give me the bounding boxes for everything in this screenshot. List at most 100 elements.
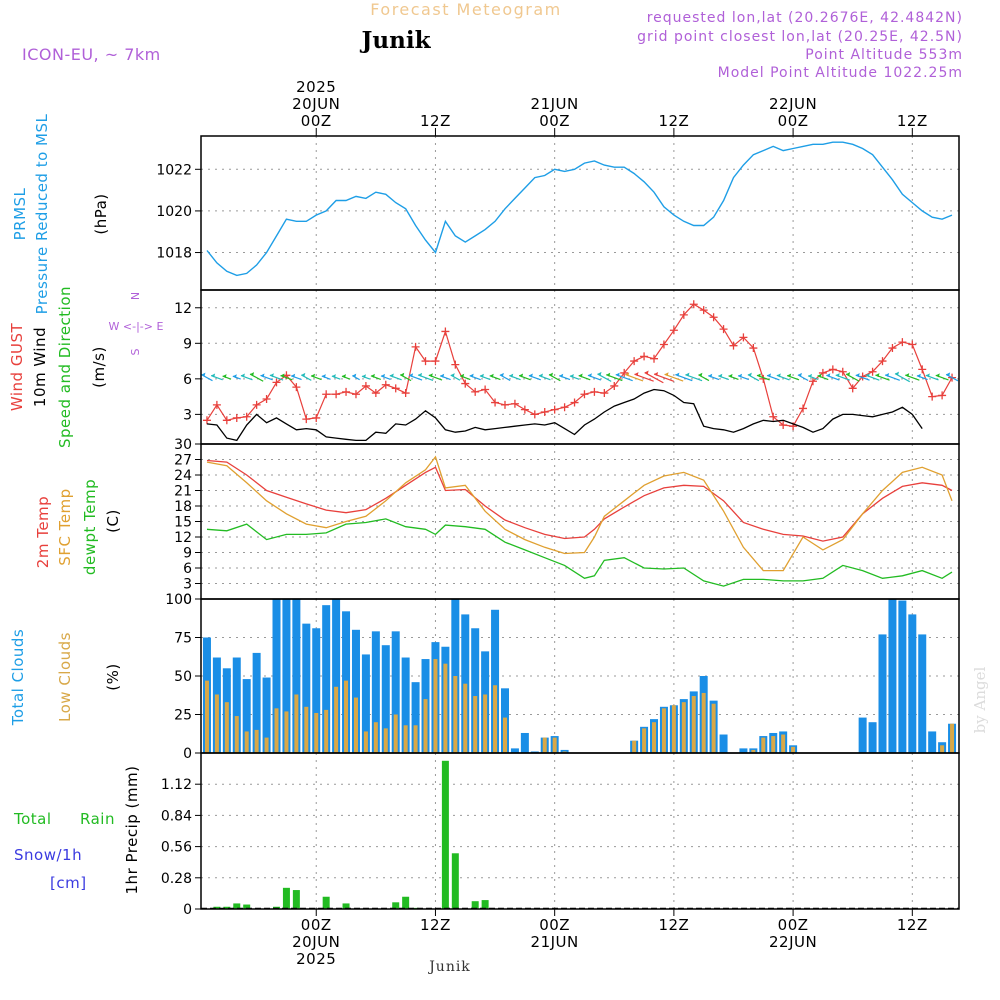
low-cloud-bar <box>661 708 666 753</box>
gust-marker <box>302 415 311 424</box>
rain-bar <box>481 900 489 909</box>
wind-arrowhead <box>509 373 514 378</box>
low-cloud-bar <box>681 702 686 753</box>
gust-marker <box>421 357 430 366</box>
gust-marker <box>272 378 281 387</box>
wind-arrowhead <box>280 373 285 378</box>
wind-arrowhead <box>499 372 504 377</box>
low-cloud-bar <box>502 717 507 753</box>
temp-labels: 2m Temp SFC Temp dewpt Temp (C) <box>34 479 122 575</box>
low-cloud-bar <box>244 731 249 753</box>
wind-arrowhead <box>311 373 316 378</box>
gust-marker <box>332 390 341 399</box>
rain-bar <box>342 903 350 909</box>
wind-gust-label: Wind GUST <box>8 323 26 412</box>
gust-marker <box>441 327 450 336</box>
panels: 1018102010223691203691215182124273002550… <box>156 135 960 918</box>
wind-speed-dir-label: Speed and Direction <box>56 286 74 448</box>
gust-marker <box>600 389 609 398</box>
top-time-label: 12Z <box>658 112 689 130</box>
wind-arrowhead <box>885 372 890 377</box>
wind-arrowhead <box>634 372 639 377</box>
footer-location: Junik <box>427 959 471 975</box>
wind-arrowhead <box>905 373 910 378</box>
wind-arrowhead <box>644 370 649 375</box>
low-cloud-bar <box>234 716 239 753</box>
y-tick-label: 0.28 <box>161 871 192 887</box>
wind-arrowhead <box>460 373 465 378</box>
total-cloud-bar <box>322 605 331 753</box>
wind-arrowhead <box>797 372 802 377</box>
total-cloud-bar <box>401 657 410 753</box>
wind-arrowhead <box>826 373 831 378</box>
gust-marker <box>312 413 321 422</box>
total-cloud-bar <box>371 631 380 753</box>
gust-marker <box>342 387 351 396</box>
low-cloud-bar <box>463 683 468 753</box>
wind-arrowhead <box>916 373 921 378</box>
gust-marker <box>500 400 509 409</box>
gust-marker <box>471 387 480 396</box>
wind-arrow <box>644 372 664 384</box>
gust-marker <box>431 357 440 366</box>
rain-bar <box>282 887 290 909</box>
wind-arrowhead <box>808 373 813 378</box>
wind-arrowhead <box>380 373 385 378</box>
wind-arrowhead <box>935 373 940 378</box>
wind-arrowhead <box>654 372 659 377</box>
wind-arrowhead <box>428 373 433 378</box>
wind-arrowhead <box>718 373 723 378</box>
top-time-label: 22JUN <box>769 95 817 113</box>
low-cloud-bar <box>791 746 796 753</box>
low-cloud-bar <box>344 680 349 753</box>
gust-marker <box>570 398 579 407</box>
y-tick-label: 12 <box>174 301 192 317</box>
total-cloud-bar <box>918 634 927 753</box>
gust-marker <box>242 412 251 421</box>
wind-panel: 3 6 9 12 <box>174 290 959 444</box>
wind-arrowhead <box>519 373 524 378</box>
gust-marker <box>848 384 857 393</box>
y-tick-label: 0.56 <box>161 840 192 856</box>
wind-arrowhead <box>767 373 772 378</box>
gust-marker <box>212 400 221 409</box>
low-cloud-bar <box>353 697 358 753</box>
wind-arrowhead <box>400 372 405 377</box>
total-cloud-bar <box>719 734 728 753</box>
low-cloud-bar <box>771 736 776 753</box>
low-cloud-bar <box>363 731 368 753</box>
y-tick-label: 12 <box>174 530 192 546</box>
gust-marker <box>590 387 599 396</box>
wind-arrowhead <box>528 373 533 378</box>
wind-arrowhead <box>549 372 554 377</box>
total-cloud-bar <box>272 599 281 753</box>
bottom-time-label: 12Z <box>897 916 928 934</box>
low-cloud-bar <box>294 694 299 753</box>
t2m-label: 2m Temp <box>34 496 52 568</box>
gust-marker <box>292 383 301 392</box>
low-cloud-bar <box>284 711 289 753</box>
ms-unit: (m/s) <box>90 346 108 388</box>
pressure-labels: PRMSL Pressure Reduced to MSL (hPa) <box>11 113 110 314</box>
low-cloud-bar <box>334 686 339 753</box>
wind-arrowhead <box>269 373 274 378</box>
total-cloud-bar <box>332 599 341 753</box>
rain-bar <box>451 853 459 909</box>
top-time-label: 2025 <box>296 78 336 96</box>
rain-bar <box>392 902 400 909</box>
gust-marker <box>808 377 817 386</box>
wind-arrowhead <box>865 373 870 378</box>
total-cloud-bar <box>302 623 311 753</box>
y-tick-label: 25 <box>174 708 192 724</box>
wind-arrowhead <box>489 373 494 378</box>
rain-bar <box>471 901 479 909</box>
prmsl-label: PRMSL <box>11 187 29 240</box>
rain-bar <box>441 760 449 909</box>
low-cloud-bar <box>701 692 706 753</box>
y-tick-label: 21 <box>174 484 192 500</box>
wind-arrowhead <box>440 373 445 378</box>
total-cloud-bar <box>252 652 261 753</box>
wind-arrowhead <box>925 373 930 378</box>
total-cloud-bar <box>361 654 370 753</box>
